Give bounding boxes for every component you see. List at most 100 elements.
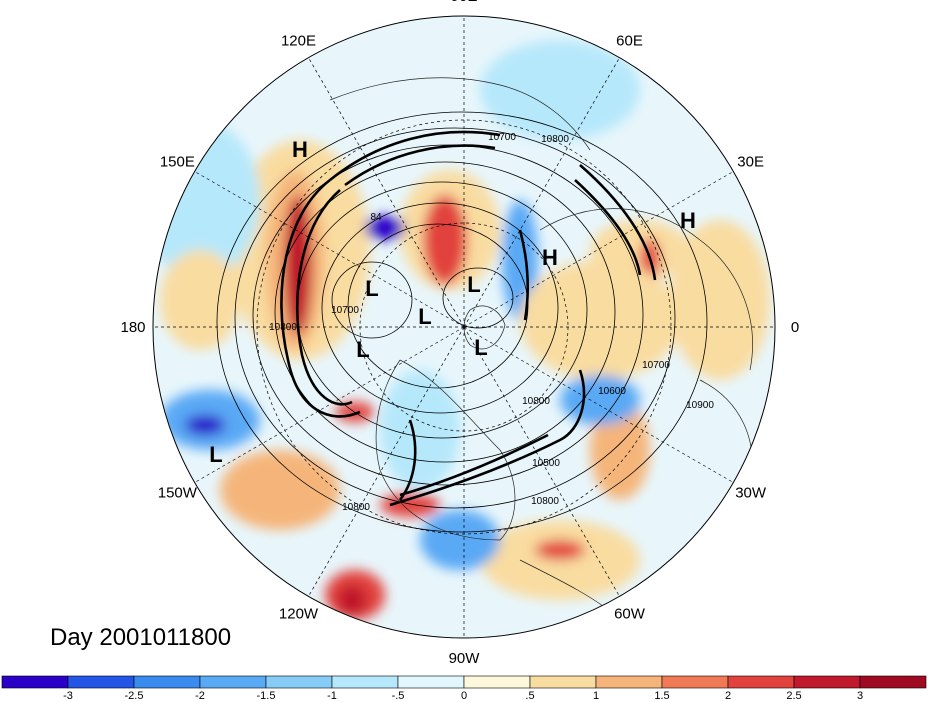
coast-north-america <box>375 359 516 541</box>
contour <box>442 267 514 329</box>
meridian-line <box>463 171 734 328</box>
coast-asia-north <box>329 77 591 151</box>
longitude-label: 30W <box>735 485 767 502</box>
anomaly-patch <box>423 195 467 285</box>
pressure-center-label: L <box>467 272 480 297</box>
colorbar-swatch <box>661 675 729 689</box>
colorbar-tick-label: 3 <box>857 690 863 702</box>
anomaly-patch <box>670 220 770 380</box>
colorbar-tick-label: 1.5 <box>654 690 669 702</box>
anomaly-patch <box>337 585 367 615</box>
pressure-center-label: H <box>680 208 696 233</box>
contour-value-label: 10900 <box>686 400 714 411</box>
pressure-center-label: H <box>292 137 308 162</box>
longitude-label: 120E <box>281 32 316 49</box>
longitude-label: 60E <box>616 32 643 49</box>
colorbar-tick-label: -.5 <box>392 690 405 702</box>
jet-west <box>280 178 361 418</box>
longitude-label: 60W <box>614 606 646 623</box>
longitude-label: 120W <box>279 606 319 623</box>
colorbar-tick-label: -2.5 <box>125 690 144 702</box>
colorbar-swatch <box>529 675 597 689</box>
jet-west-inner <box>295 189 353 406</box>
anomaly-patch <box>480 40 640 140</box>
anomaly-patch <box>590 400 650 500</box>
contour-value-label: 10700 <box>642 360 670 371</box>
jet-trough <box>398 419 417 501</box>
meridian-line <box>194 171 465 328</box>
anomaly-patch <box>380 493 440 517</box>
colorbar-swatch <box>331 675 399 689</box>
graticule <box>153 16 775 638</box>
jet-north-inner <box>344 144 496 187</box>
colorbar-tick-label: 2 <box>725 690 731 702</box>
meridian-line <box>308 326 465 597</box>
longitude-label: 90W <box>449 650 481 667</box>
colorbar-swatch <box>133 675 201 689</box>
longitude-label: 150W <box>158 485 198 502</box>
map-boundary <box>152 15 776 639</box>
contour-value-label: 10800 <box>342 502 370 513</box>
pressure-center-label: L <box>356 337 369 362</box>
contour-value-label: 10600 <box>598 386 626 397</box>
colorbar-swatch <box>1 675 69 689</box>
contour <box>321 202 559 414</box>
jet-east <box>579 164 657 281</box>
contour <box>234 127 676 509</box>
meridian-line <box>308 57 465 328</box>
colorbar-tick-label: -3 <box>63 690 73 702</box>
contour-value-label: 10800 <box>531 496 559 507</box>
colorbar-tick-label: -1.5 <box>257 690 276 702</box>
longitude-label: 90E <box>451 0 478 5</box>
pressure-center-label: L <box>209 442 222 467</box>
coast-eurasia <box>539 208 753 371</box>
pressure-center-label: L <box>418 304 431 329</box>
contour-value-label: 10800 <box>541 134 569 145</box>
anomaly-patch <box>520 260 680 380</box>
jet-east-inner <box>574 179 642 276</box>
colorbar-swatch <box>859 675 927 689</box>
anomaly-patch <box>160 250 240 350</box>
colorbar-tick-label: 2.5 <box>786 690 801 702</box>
colorbar-swatch <box>793 675 861 689</box>
pressure-center-label: L <box>474 335 487 360</box>
colorbar-swatch <box>199 675 267 689</box>
contour <box>331 261 413 339</box>
anomaly-patch <box>380 370 460 490</box>
anomaly-patch <box>284 195 312 335</box>
meridian-line <box>463 326 734 483</box>
contour-value-label: 10500 <box>532 458 560 469</box>
meridian-line <box>463 57 620 328</box>
anomaly-patch <box>420 510 500 570</box>
jet-central <box>518 229 530 321</box>
anomaly-patch <box>185 415 225 435</box>
pressure-center-label: H <box>542 245 558 270</box>
contour-value-label: 10800 <box>269 322 297 333</box>
colorbar-swatch <box>397 675 465 689</box>
contour-outer <box>216 111 708 533</box>
colorbar-swatch <box>463 675 531 689</box>
contour-value-label: 84 <box>370 212 382 223</box>
longitude-labels: 90E 60E 30E 0 30W 60W 90W 120W 150W 180 150E 120E <box>120 0 799 667</box>
colorbar-tick-label: 1 <box>593 690 599 702</box>
colorbar-tick-label: -2 <box>195 690 205 702</box>
contour <box>274 161 616 463</box>
colorbar-tick-label: -1 <box>327 690 337 702</box>
colorbar-swatch <box>595 675 663 689</box>
jet-south-inner <box>399 433 549 497</box>
anomaly-patch <box>220 450 340 530</box>
jet-contours <box>280 130 657 507</box>
longitude-label: 30E <box>737 154 764 171</box>
pressure-center-labels: H H H L L L L L L <box>209 137 696 467</box>
meridian-line <box>463 326 620 597</box>
contour-value-label: 10700 <box>331 305 359 316</box>
colorbar-swatch <box>727 675 795 689</box>
contour-value-label: 10700 <box>488 132 516 143</box>
contour-value-label: 10800 <box>522 396 550 407</box>
colorbar-swatch <box>265 675 333 689</box>
colorbar-tick-label: .5 <box>525 690 534 702</box>
jet-north <box>329 130 501 182</box>
colorbar-tick-label: 0 <box>461 690 467 702</box>
anomaly-patch <box>560 375 640 425</box>
